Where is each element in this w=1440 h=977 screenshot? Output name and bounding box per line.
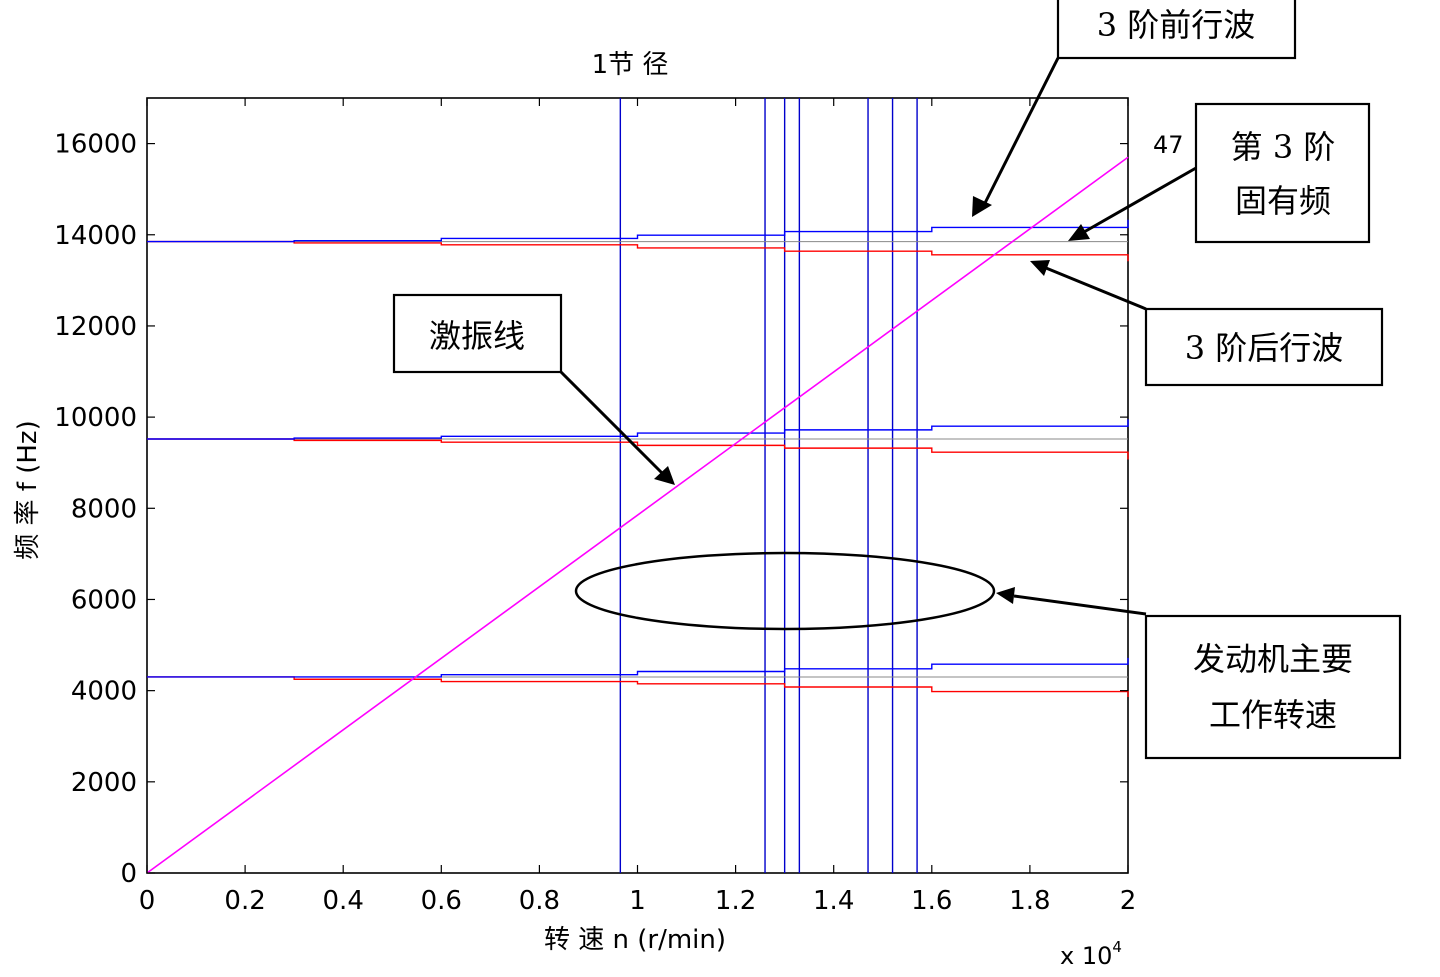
mode-2-backward-wave: [147, 240, 1129, 262]
callout-engine-speed-line2: 工作转速: [1209, 696, 1337, 734]
callout-backward-wave-text: 3 阶后行波: [1185, 329, 1344, 367]
x-tick-label: 1.2: [715, 886, 756, 916]
x-multiplier: x 104: [1060, 938, 1122, 970]
callout-engine-speed: 发动机主要 工作转速: [574, 551, 1402, 760]
x-tick-label: 1: [629, 886, 646, 916]
x-tick-label: 0.6: [421, 886, 462, 916]
callout-excitation: 激振线: [392, 293, 675, 485]
y-tick-label: 16000: [54, 130, 137, 160]
engine-speed-lines: [619, 98, 918, 873]
callout-forward-wave: 3 阶前行波: [972, 0, 1297, 217]
mode-2-forward-wave: [147, 219, 1129, 243]
x-tick-label: 1.8: [1009, 886, 1050, 916]
x-axis-label: 转 速 n (r/min): [544, 925, 726, 955]
callout-engine-speed-line1: 发动机主要: [1193, 640, 1353, 678]
engine-speed-ellipse: [574, 551, 996, 631]
y-tick-label: 8000: [71, 494, 137, 524]
y-tick-label: 12000: [54, 312, 137, 342]
chart-title: 1节 径: [592, 50, 669, 80]
mode-1-backward-wave: [147, 438, 1129, 460]
excitation-order-label: 47: [1153, 131, 1184, 159]
mode-0-forward-wave: [147, 657, 1129, 678]
y-tick-label: 10000: [54, 403, 137, 433]
mode-1-forward-wave: [147, 419, 1129, 440]
x-tick-label: 0.8: [519, 886, 560, 916]
callout-natural-frequency-line2: 固有频: [1235, 182, 1331, 220]
callout-natural-frequency: 第 3 阶 固有频: [1068, 102, 1371, 244]
y-axis-label: 频 率 f (Hz): [13, 420, 43, 559]
callout-forward-wave-text: 3 阶前行波: [1097, 6, 1256, 44]
callout-excitation-text: 激振线: [429, 317, 525, 355]
x-ticks: 0 0.2 0.4 0.6 0.8 1 1.2 1.4 1.6 1.8 2: [139, 98, 1137, 916]
y-tick-label: 2000: [71, 768, 137, 798]
x-tick-label: 1.4: [813, 886, 854, 916]
x-tick-label: 1.6: [911, 886, 952, 916]
y-tick-label: 0: [120, 859, 137, 889]
x-tick-label: 2: [1120, 886, 1137, 916]
x-tick-label: 0: [139, 886, 156, 916]
callout-natural-frequency-line1: 第 3 阶: [1231, 128, 1336, 166]
excitation-line: [146, 156, 1129, 874]
callout-backward-wave: 3 阶后行波: [1030, 260, 1384, 387]
plot-area: [146, 97, 1129, 874]
mode-0-backward-wave: [147, 676, 1129, 698]
y-ticks: 0 2000 4000 6000 8000 10000 12000 14000 16000: [54, 130, 1128, 889]
y-tick-label: 14000: [54, 221, 137, 251]
y-tick-label: 4000: [71, 677, 137, 707]
y-tick-label: 6000: [71, 585, 137, 615]
x-tick-label: 0.4: [323, 886, 364, 916]
x-tick-label: 0.2: [224, 886, 265, 916]
excitation-line-layer: [146, 156, 1129, 874]
mode-lines: [147, 219, 1129, 698]
